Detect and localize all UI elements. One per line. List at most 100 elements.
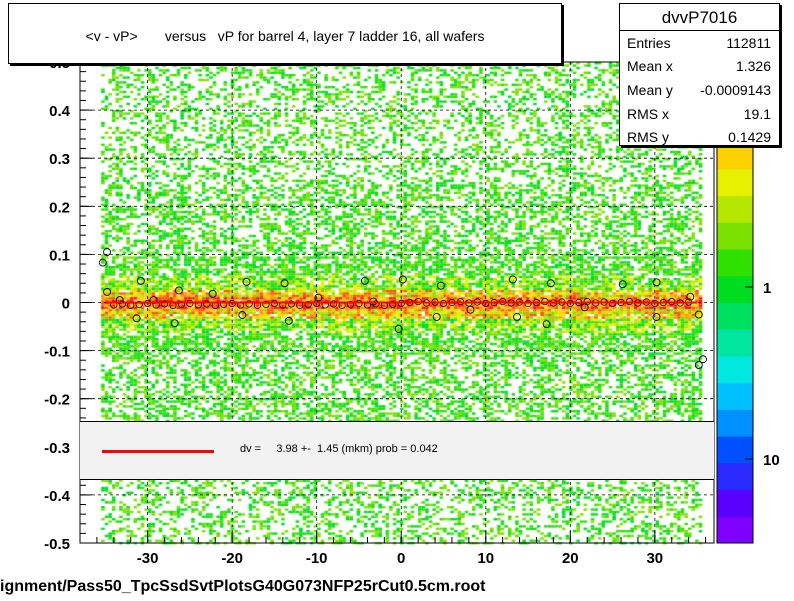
profile-point (389, 300, 397, 309)
x-tick-label: -30 (137, 550, 159, 567)
y-tick-label: 0.1 (49, 247, 70, 264)
profile-point (135, 300, 143, 309)
profile-point (699, 355, 707, 364)
profile-point (203, 300, 211, 308)
x-tick-label: -20 (221, 550, 243, 567)
profile-point (262, 300, 270, 309)
x-tick-label: 0 (397, 550, 405, 567)
fit-line-sample (102, 450, 214, 453)
stats-row-rms-y: RMS y 0.1429 (627, 129, 771, 151)
palette-cell (717, 168, 753, 197)
stats-value: 0.1429 (728, 129, 771, 145)
x-tick-label: 20 (562, 550, 579, 567)
palette-cell (717, 222, 753, 250)
profile-point (115, 296, 124, 305)
profile-point (618, 280, 627, 289)
file-path: ignment/Pass50_TpcSsdSvtPlotsG40G073NFP2… (0, 578, 486, 595)
z-tick-label: 1 (763, 280, 771, 297)
y-tick-label: -0.4 (44, 488, 71, 505)
chart-title: <v - vP> versus vP for barrel 4, layer 7… (85, 28, 485, 44)
x-tick-label: -10 (306, 550, 328, 567)
palette-cell (717, 142, 753, 170)
profile-point (314, 293, 323, 302)
profile-point (652, 278, 661, 287)
y-tick-label: 0.4 (49, 103, 71, 120)
palette-cell (717, 275, 753, 303)
title-box: <v - vP> versus vP for barrel 4, layer 7… (8, 3, 562, 64)
stats-row-rms-x: RMS x 19.1 (627, 106, 771, 128)
profile-point (304, 300, 312, 309)
z-tick-label: 10 (763, 452, 780, 469)
stats-row-entries: Entries 112811 (627, 35, 771, 57)
stats-name: dvvP7016 (620, 8, 779, 31)
palette-cell (717, 329, 753, 357)
palette-cell (717, 382, 753, 410)
profile-point (346, 300, 355, 309)
y-tick-label: -0.2 (44, 392, 70, 409)
profile-point (174, 286, 183, 295)
profile-point (149, 296, 158, 305)
y-tick-label: 0.3 (49, 151, 70, 168)
profile-point (694, 310, 703, 319)
stats-label: RMS y (627, 129, 669, 145)
palette-cell (717, 516, 753, 544)
profile-point (160, 300, 169, 308)
profile-point (280, 279, 289, 288)
profile-point (208, 289, 217, 298)
profile-point (103, 287, 112, 296)
fit-legend: dv = 3.98 +- 1.45 (mkm) prob = 0.042 (80, 421, 714, 480)
palette-cell (717, 195, 753, 223)
stats-label: Mean x (627, 58, 673, 74)
profile-point (177, 300, 186, 309)
stats-label: Mean y (627, 82, 673, 98)
stats-label: RMS x (627, 106, 669, 122)
palette-cell (717, 302, 753, 330)
profile-point (432, 312, 441, 321)
y-tick-label: -0.5 (44, 536, 70, 553)
profile-point (98, 258, 107, 267)
profile-point (287, 300, 295, 308)
palette-cell (717, 489, 753, 517)
profile-point (170, 319, 179, 328)
profile-point (466, 305, 475, 314)
profile-point (284, 316, 293, 325)
fit-result-text: dv = 3.98 +- 1.45 (mkm) prob = 0.042 (240, 443, 438, 455)
x-tick-label: 30 (646, 550, 663, 567)
stats-row-mean-y: Mean y -0.0009143 (627, 82, 771, 104)
x-tick-label: 10 (477, 550, 494, 567)
palette-cell (717, 462, 753, 491)
y-tick-label: 0.2 (49, 199, 70, 216)
y-tick-label: -0.3 (44, 440, 70, 457)
profile-point (580, 303, 589, 312)
profile-point (329, 300, 338, 308)
stats-row-mean-x: Mean x 1.326 (627, 58, 771, 80)
profile-point (513, 312, 521, 321)
profile-point (398, 275, 407, 284)
profile-point (394, 325, 403, 333)
y-tick-label: 0 (62, 296, 70, 313)
palette-cell (717, 355, 753, 384)
stats-value: 19.1 (743, 106, 771, 122)
profile-point (546, 279, 555, 288)
profile-point (652, 312, 661, 321)
profile-point (242, 277, 251, 286)
profile-point (238, 311, 247, 319)
palette-cell (717, 249, 753, 277)
stats-label: Entries (627, 35, 671, 51)
y-tick-label: -0.1 (44, 344, 70, 361)
profile-point (542, 320, 551, 329)
profile-point (372, 300, 380, 308)
profile-point (220, 300, 228, 309)
stats-box: dvvP7016 Entries 112811 Mean x 1.326 Mea… (619, 3, 780, 146)
profile-point (694, 361, 703, 369)
stats-value: -0.0009143 (700, 82, 771, 98)
profile-point (437, 281, 445, 290)
profile-point (508, 275, 517, 284)
profile-point (360, 276, 369, 285)
stats-value: 1.326 (735, 58, 771, 74)
stats-value: 112811 (726, 35, 771, 51)
profile-point (245, 300, 253, 308)
profile-point (136, 276, 145, 285)
palette-cell (717, 409, 753, 437)
profile-point (103, 248, 112, 256)
